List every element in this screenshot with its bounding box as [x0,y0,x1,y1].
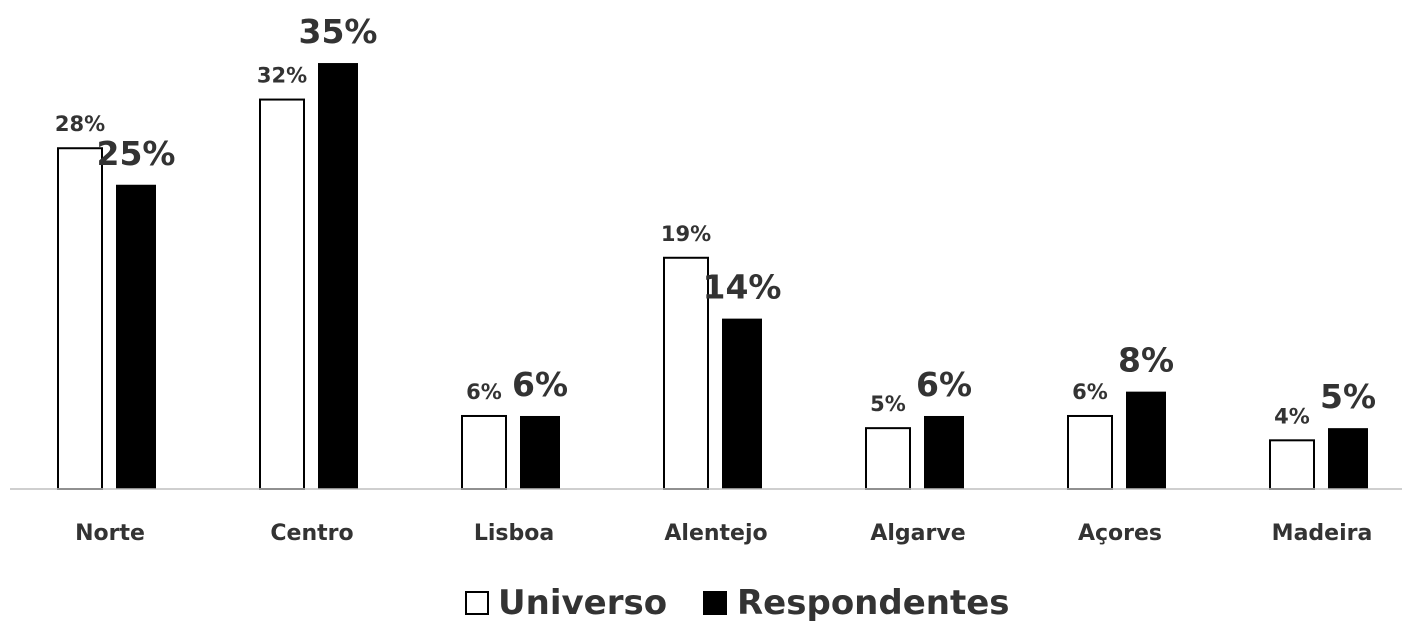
legend-label-respondentes: Respondentes [737,583,1010,621]
label-universo-acores: 6% [1072,380,1108,404]
label-universo-madeira: 4% [1274,404,1310,428]
bar-universo-centro [259,98,305,490]
bar-respondentes-acores [1126,391,1166,489]
category-label-alentejo: Alentejo [664,521,767,546]
label-universo-norte: 28% [55,112,105,136]
bar-universo-algarve [865,427,911,490]
value-labels-group: 28%25% 32% 35% 6% 6% 19% 14% 5% 6% 6% 8% 4% 5% [55,12,1376,428]
bar-respondentes-madeira [1328,428,1368,489]
bar-respondentes-lisboa [520,415,560,489]
bar-universo-lisboa [461,414,507,491]
label-respondentes-algarve: 6% [916,365,972,404]
label-universo-algarve: 5% [870,392,906,416]
label-respondentes-madeira: 5% [1320,377,1376,416]
legend-label-universo: Universo [498,583,667,621]
bars-group [57,63,1368,491]
bar-respondentes-norte [116,184,156,489]
legend-swatch-respondentes [703,591,727,615]
label-respondentes-alentejo: 14% [703,268,782,307]
label-universo-lisboa: 6% [466,380,502,404]
legend-swatch-universo [465,591,489,615]
bar-respondentes-algarve [924,415,964,489]
category-label-norte: Norte [75,521,145,546]
label-respondentes-centro: 35% [299,12,378,51]
label-universo-centro: 32% [257,64,307,88]
category-label-centro: Centro [270,521,353,546]
category-label-lisboa: Lisboa [474,521,554,546]
label-respondentes-norte: 25% [97,134,176,173]
bar-respondentes-alentejo [722,318,762,489]
label-universo-alentejo: 19% [661,222,711,246]
category-labels-group: Norte Centro Lisboa Alentejo Algarve Açores Ma… [75,521,1372,546]
bar-universo-acores [1067,414,1113,491]
category-label-madeira: Madeira [1272,521,1373,546]
bar-universo-madeira [1269,439,1315,491]
bar-universo-norte [57,147,103,491]
bar-universo-alentejo [663,256,709,490]
category-label-algarve: Algarve [870,521,965,546]
bar-respondentes-centro [318,63,358,490]
legend: Universo Respondentes [465,583,1010,621]
category-label-acores: Açores [1078,521,1162,546]
label-respondentes-lisboa: 6% [512,365,568,404]
label-respondentes-acores: 8% [1118,341,1174,380]
